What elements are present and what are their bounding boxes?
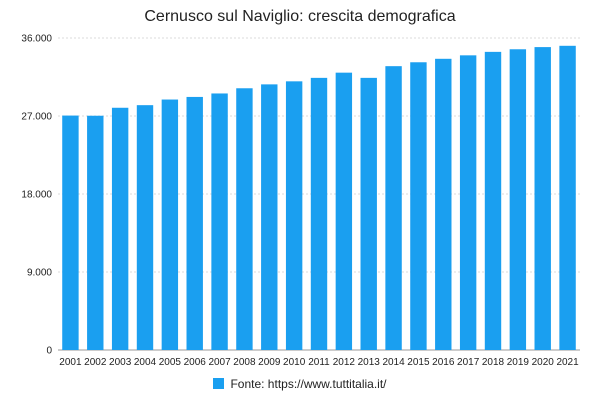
bar-2004 <box>136 105 154 351</box>
y-tick-label: 36.000 <box>21 34 52 45</box>
x-tick-label: 2015 <box>407 357 430 368</box>
x-tick-label: 2018 <box>482 357 505 368</box>
x-tick-label: 2021 <box>556 357 579 368</box>
y-tick-label: 9.000 <box>27 268 52 279</box>
bar-2003 <box>111 107 129 351</box>
bar-2012 <box>335 72 353 351</box>
y-tick-label: 27.000 <box>21 112 52 123</box>
x-tick-label: 2006 <box>184 357 207 368</box>
bar-2013 <box>360 77 377 350</box>
x-tick-label: 2010 <box>283 357 306 368</box>
bar-2009 <box>261 84 278 350</box>
x-tick-label: 2016 <box>432 357 455 368</box>
bar-2020 <box>534 47 551 350</box>
bar-2002 <box>87 115 104 351</box>
chart-title: Cernusco sul Naviglio: crescita demograf… <box>144 8 456 25</box>
x-tick-label: 2013 <box>358 357 381 368</box>
bar-2015 <box>410 62 427 351</box>
x-tick-label: 2007 <box>208 357 231 368</box>
bar-2005 <box>161 99 179 351</box>
x-tick-label: 2009 <box>258 357 281 368</box>
legend-swatch <box>213 378 225 389</box>
x-tick-label: 2017 <box>457 357 480 368</box>
x-tick-label: 2014 <box>382 357 405 368</box>
bars <box>62 45 576 351</box>
x-tick-label: 2008 <box>233 357 256 368</box>
bar-2018 <box>484 51 502 350</box>
x-tick-label: 2020 <box>532 357 555 368</box>
x-tick-label: 2002 <box>84 357 107 368</box>
bar-2007 <box>211 93 228 350</box>
bar-2011 <box>310 77 328 350</box>
y-tick-label: 18.000 <box>21 190 52 201</box>
y-axis-ticks: 0 9.000 18.000 27.000 36.000 <box>21 34 52 357</box>
x-tick-label: 2001 <box>59 357 82 368</box>
bar-2017 <box>459 55 477 350</box>
x-tick-label: 2005 <box>159 357 182 368</box>
bar-2008 <box>236 88 253 351</box>
x-axis-ticks: 2001 2002 2003 2004 2005 2006 2007 2008 2009 2010… <box>59 357 579 368</box>
bar-2014 <box>385 66 402 351</box>
legend-label: Fonte: https://www.tuttitalia.it/ <box>230 377 387 391</box>
bar-2006 <box>186 96 203 350</box>
legend: Fonte: https://www.tuttitalia.it/ <box>0 377 600 391</box>
bar-2019 <box>509 49 527 351</box>
x-tick-label: 2012 <box>333 357 356 368</box>
y-tick-label: 0 <box>46 346 52 357</box>
bar-2021 <box>559 45 576 351</box>
bar-2016 <box>435 58 452 351</box>
bar-2010 <box>285 81 303 350</box>
x-tick-label: 2011 <box>308 357 330 368</box>
x-tick-label: 2019 <box>507 357 530 368</box>
bar-2001 <box>62 115 79 350</box>
x-tick-label: 2003 <box>109 357 132 368</box>
x-tick-label: 2004 <box>134 357 157 368</box>
